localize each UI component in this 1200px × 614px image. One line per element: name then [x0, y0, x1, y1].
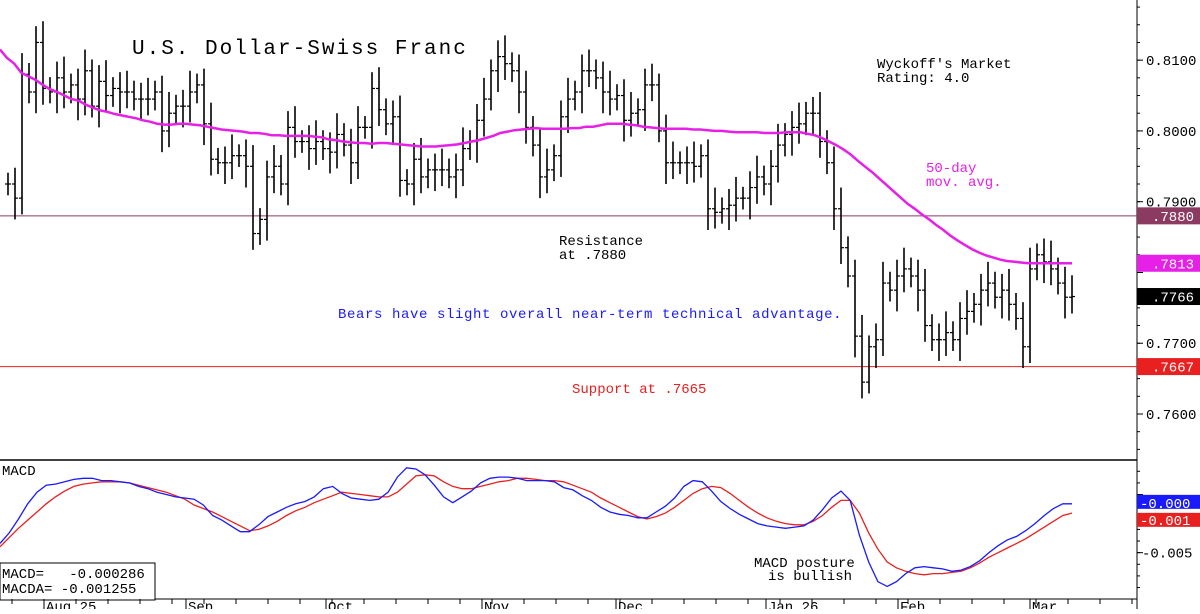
month-label: Sep — [188, 600, 213, 609]
price-tick-label: 0.8100 — [1146, 54, 1196, 70]
commentary-text: Bears have slight overall near-term tech… — [338, 307, 842, 323]
month-label: Feb — [900, 600, 925, 609]
chart-title: U.S. Dollar-Swiss Franc — [132, 38, 468, 61]
macda-readout-line-2: MACDA= -0.001255 — [2, 582, 136, 598]
ma-tag: .7813 — [1137, 254, 1200, 273]
macd-note-line-1: MACD posture — [754, 556, 855, 572]
macd-tick-label: -0.005 — [1142, 547, 1192, 563]
support-tag: .7667 — [1137, 358, 1200, 377]
month-label: Jan 26 — [768, 600, 818, 609]
macd-tag: -0.001 -0.000 — [1137, 494, 1200, 530]
month-label: Aug 25 — [46, 600, 96, 609]
macd-line — [0, 467, 1072, 588]
resistance-tag: .7880 — [1137, 207, 1200, 226]
month-label: Nov — [484, 600, 509, 609]
resistance-tag-text: .7880 — [1152, 210, 1194, 226]
rating-line-1: Wyckoff's Market — [877, 57, 1011, 73]
ma-label-line-1: 50-day — [926, 161, 976, 177]
support-label: Support at .7665 — [572, 382, 706, 398]
macda-line — [0, 474, 1073, 576]
macd-readout-line-1: MACD= -0.000286 — [2, 567, 145, 583]
support-tag-text: .7667 — [1152, 361, 1194, 377]
macd-panel-title: MACD — [2, 464, 36, 480]
rating-line-2: Rating: 4.0 — [877, 71, 969, 87]
last-price-tag: .7766 — [1137, 288, 1200, 307]
resistance-label-line-1: Resistance — [559, 234, 643, 250]
price-bars — [5, 21, 1075, 399]
month-label: Dec — [618, 600, 643, 609]
macd-tag-text: -0.000 — [1140, 497, 1190, 513]
price-tick-label: 0.7600 — [1146, 408, 1196, 424]
price-tick-label: 0.8000 — [1146, 125, 1196, 141]
macd-note-line-2: is bullish — [768, 569, 852, 585]
ma-label-line-2: mov. avg. — [926, 175, 1002, 191]
resistance-label-line-2: at .7880 — [559, 248, 626, 264]
macda-tag-text: -0.001 — [1140, 514, 1190, 530]
ma50-line — [0, 48, 1072, 265]
macd-readout-box: MACD= -0.000286 MACDA= -0.001255 — [0, 562, 156, 601]
price-tick-label: 0.7700 — [1146, 337, 1196, 353]
ma-tag-text: .7813 — [1152, 257, 1194, 273]
date-axis: Aug 25 Sep Oct Nov Dec Jan 26 Feb Mar — [11, 599, 1133, 614]
last-price-tag-text: .7766 — [1152, 291, 1194, 307]
